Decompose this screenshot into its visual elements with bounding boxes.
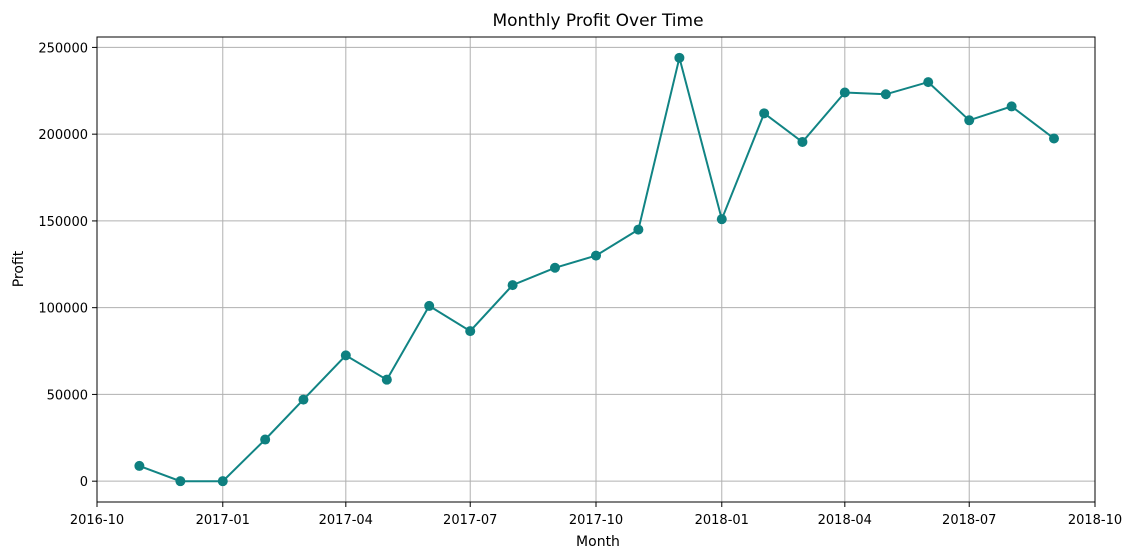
y-tick-label: 100000	[38, 302, 88, 317]
x-tick-label: 2017-07	[443, 513, 497, 528]
data-point	[839, 87, 850, 98]
data-point	[549, 262, 560, 273]
data-point	[674, 52, 685, 63]
data-point	[964, 115, 975, 126]
x-tick-label: 2018-10	[1068, 513, 1122, 528]
x-tick-label: 2018-04	[818, 513, 872, 528]
y-tick-label: 0	[80, 475, 88, 490]
data-point	[217, 476, 228, 487]
data-point	[298, 394, 309, 405]
x-tick-label: 2018-07	[942, 513, 996, 528]
grid	[96, 37, 1096, 502]
data-point	[260, 434, 271, 445]
x-tick-label: 2017-04	[319, 513, 373, 528]
data-point	[716, 214, 727, 225]
chart-title: Monthly Profit Over Time	[492, 11, 703, 31]
y-tick-label: 150000	[38, 215, 88, 230]
x-tick-label: 2016-10	[70, 513, 124, 528]
y-tick-label: 200000	[38, 128, 88, 143]
plot-frame	[96, 36, 1096, 503]
data-point	[1048, 133, 1059, 144]
axis-ticks: 2016-10 2017-01 2017-04 2017-07 2017-10 2018-…	[38, 41, 1122, 528]
data-point	[340, 350, 351, 361]
data-point	[507, 280, 518, 291]
data-point	[591, 250, 601, 261]
data-point	[424, 300, 435, 311]
data-point	[381, 374, 392, 385]
x-tick-label: 2017-10	[569, 513, 623, 528]
series-layer	[134, 52, 1059, 487]
y-axis-label: Profit	[11, 250, 27, 287]
data-point	[759, 108, 770, 119]
series-line	[139, 57, 1055, 483]
data-point	[923, 77, 934, 88]
x-tick-label: 2017-01	[196, 513, 250, 528]
data-point	[134, 460, 145, 471]
x-axis-label: Month	[576, 534, 620, 550]
data-point	[880, 89, 891, 100]
data-point	[1006, 101, 1017, 112]
data-point	[175, 476, 186, 487]
x-tick-label: 2018-01	[695, 513, 749, 528]
y-tick-label: 250000	[38, 41, 88, 56]
data-point	[797, 136, 808, 147]
data-point	[465, 326, 476, 337]
y-tick-label: 50000	[47, 388, 88, 403]
data-point	[633, 224, 644, 235]
